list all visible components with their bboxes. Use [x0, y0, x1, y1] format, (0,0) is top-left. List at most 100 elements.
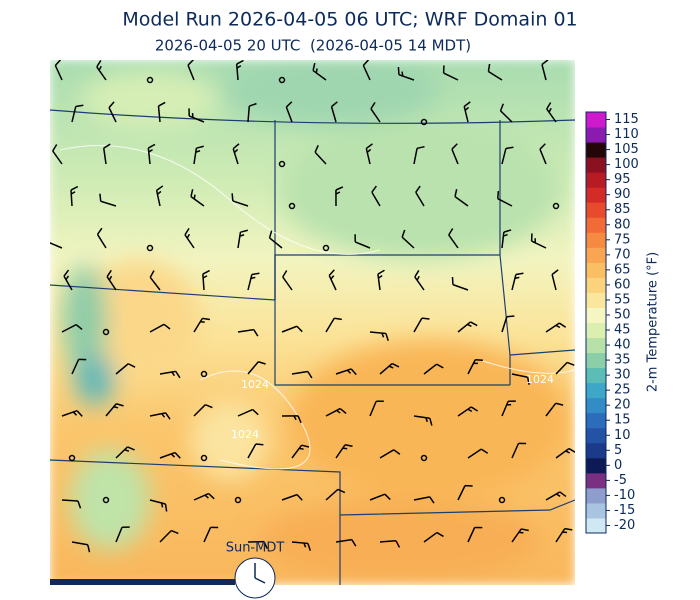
barb-staff [545, 491, 561, 501]
barb-staff [448, 234, 459, 249]
barb-flag [186, 233, 191, 239]
colorbar-band [586, 457, 606, 474]
barb-staff [467, 448, 482, 459]
calm-marker [288, 202, 296, 210]
barb-flag [307, 371, 313, 379]
barb-flag [454, 189, 458, 197]
wind-barb [314, 145, 327, 165]
barb-flag [106, 269, 112, 278]
clock-label: Sun-MDT [226, 541, 285, 556]
barb-flag [255, 443, 264, 446]
colorbar-band [586, 442, 606, 459]
wind-barb [457, 484, 473, 501]
barb-staff [335, 538, 352, 543]
wind-barb [61, 410, 83, 417]
barb-staff [190, 196, 205, 207]
subtitle: 2026-04-05 20 UTC (2026-04-05 14 MDT) [155, 37, 471, 55]
barb-staff [371, 191, 381, 207]
barb-staff [61, 499, 79, 502]
barb-flag [436, 363, 444, 369]
barb-flag [335, 186, 344, 191]
wind-barb [190, 189, 205, 207]
wind-barb [362, 60, 371, 81]
barb-flag [503, 233, 508, 237]
colorbar-tick-label: 15 [614, 413, 631, 428]
barb-staff [247, 274, 253, 291]
barb-flag [391, 362, 400, 368]
barb-flag [202, 317, 211, 321]
barb-flag [337, 488, 346, 494]
barb-staff [443, 72, 459, 81]
colorbar-tick-label: 110 [614, 127, 639, 142]
barb-flag [205, 403, 213, 409]
colorbar-frame [585, 111, 607, 534]
wind-barb [511, 272, 524, 291]
barb-flag [301, 444, 310, 448]
barb-staff [187, 64, 195, 81]
barb-flag [377, 269, 385, 275]
barb-staff [281, 325, 298, 333]
calm-marker [102, 496, 110, 504]
wind-barb [102, 143, 111, 165]
barb-flag [108, 275, 113, 281]
colorbar-band [586, 262, 606, 278]
barb-flag [156, 190, 162, 195]
colorbar-tick-label: -5 [614, 473, 627, 488]
barb-flag [448, 228, 454, 236]
barb-staff [237, 408, 253, 417]
barb-staff [501, 316, 508, 333]
barb-flag [365, 143, 373, 150]
barb-flag [451, 276, 454, 285]
barb-flag [174, 452, 181, 459]
barb-flag [395, 540, 401, 548]
barb-staff [365, 148, 371, 165]
wind-barb [54, 60, 63, 81]
wind-barb [539, 143, 547, 165]
colorbar-tick-label: 70 [614, 247, 631, 262]
barb-flag [195, 150, 201, 153]
wind-barb [487, 63, 503, 81]
wind-barb [71, 541, 91, 553]
barb-flag [75, 104, 84, 108]
wind-barb [193, 317, 211, 333]
colorbar-tick-label: 65 [614, 262, 631, 277]
barb-flag [165, 412, 171, 420]
colorbar-tick-label: 95 [614, 172, 631, 187]
barb-staff [96, 234, 107, 249]
wind-barb [501, 229, 512, 249]
barb-staff [325, 317, 335, 333]
colorbar-tick-label: 85 [614, 202, 631, 217]
barb-flag [474, 526, 483, 529]
barb-staff [467, 359, 476, 375]
barb-flag [467, 408, 473, 413]
wind-barb [467, 359, 483, 375]
barb-staff [314, 151, 327, 165]
barb-flag [339, 408, 347, 414]
wind-barb [268, 230, 283, 249]
wind-barb [235, 60, 244, 81]
wind-barb [193, 492, 215, 501]
barb-flag [296, 325, 303, 333]
barb-staff [500, 110, 513, 123]
barb-flag [190, 189, 194, 197]
barb-flag [285, 101, 293, 108]
barb-staff [511, 373, 528, 379]
barb-flag [99, 193, 102, 202]
barb-staff [184, 234, 195, 249]
wind-barb [237, 328, 259, 337]
barb-staff [61, 323, 77, 333]
barb-flag [480, 448, 489, 454]
calm-marker [278, 160, 286, 168]
colorbar-tick-label: 115 [614, 112, 639, 127]
wind-barb [457, 321, 478, 333]
wind-barb [71, 358, 87, 375]
calm-marker [420, 118, 428, 126]
barb-flag [208, 493, 215, 500]
barb-staff [457, 321, 471, 333]
barb-staff [328, 275, 337, 291]
barb-staff [501, 148, 507, 165]
barb-flag [233, 148, 239, 154]
wind-barb [497, 191, 513, 207]
barb-flag [188, 108, 190, 116]
barb-flag [436, 531, 444, 538]
